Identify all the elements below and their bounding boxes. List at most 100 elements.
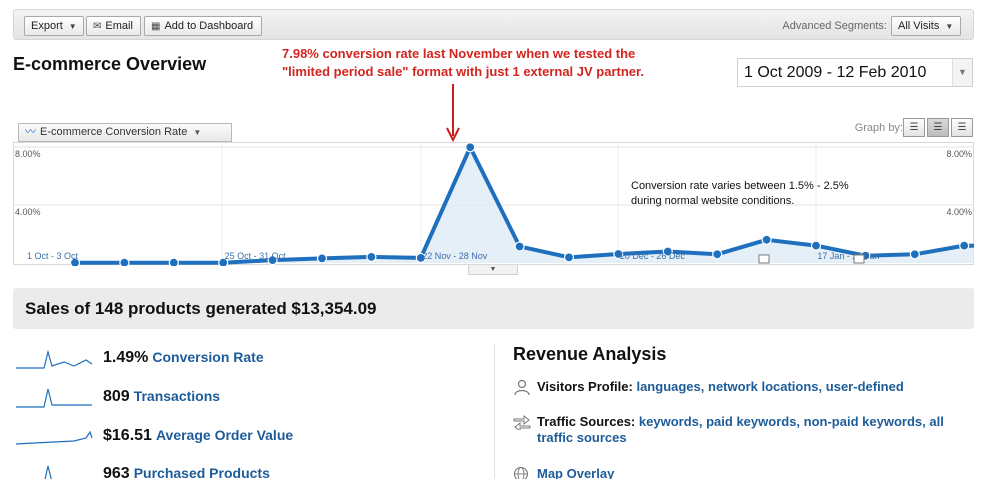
- y-tick-left-top: 8.00%: [15, 149, 41, 159]
- metric-row-purchased-products: 963 Purchased Products: [14, 462, 484, 479]
- date-range-picker[interactable]: 1 Oct 2009 - 12 Feb 2010 ▼: [737, 58, 973, 87]
- graph-by-week-button[interactable]: ☰: [927, 118, 949, 137]
- conversion-rate-link[interactable]: Conversion Rate: [152, 349, 264, 365]
- sales-summary: Sales of 148 products generated $13,354.…: [13, 288, 974, 329]
- data-point[interactable]: [810, 240, 822, 251]
- email-label: Email: [105, 20, 133, 32]
- revenue-analysis-title: Revenue Analysis: [513, 344, 667, 364]
- visitors-profile-row: Visitors Profile: languages, network loc…: [513, 379, 973, 395]
- date-range-value: 1 Oct 2009 - 12 Feb 2010: [744, 64, 927, 81]
- data-point[interactable]: [366, 251, 377, 263]
- graph-by-day-button[interactable]: ☰: [903, 118, 925, 137]
- week-view-icon: ☰: [933, 122, 943, 133]
- x-tick-label: 1 Oct - 3 Oct: [27, 251, 79, 261]
- data-point[interactable]: [69, 257, 81, 266]
- graph-by-label: Graph by:: [854, 122, 903, 134]
- metric-row-conversion-rate: 1.49% Conversion Rate: [14, 346, 484, 372]
- annotation-marker-icon[interactable]: [853, 254, 865, 264]
- data-point[interactable]: [218, 257, 229, 266]
- export-button[interactable]: Export ▼: [24, 16, 84, 36]
- data-point[interactable]: [959, 240, 970, 251]
- data-point[interactable]: [712, 249, 723, 260]
- languages-link[interactable]: languages,: [636, 379, 705, 394]
- sparkline-icon: [15, 430, 93, 445]
- data-point[interactable]: [465, 142, 476, 153]
- chevron-down-icon: ▼: [952, 59, 972, 86]
- x-tick-label: 22 Nov - 28 Nov: [422, 251, 488, 261]
- map-overlay-link[interactable]: Map Overlay: [537, 466, 615, 479]
- metric-value: 963: [103, 465, 130, 479]
- chevron-down-icon: ▼: [193, 128, 202, 137]
- metric-value: $16.51: [103, 427, 152, 444]
- data-point[interactable]: [415, 252, 426, 264]
- collapse-chart-button[interactable]: ▼: [468, 265, 518, 275]
- transactions-link[interactable]: Transactions: [133, 388, 221, 404]
- advanced-segments-label: Advanced Segments:: [782, 20, 887, 32]
- caret-down-icon: ▼: [68, 22, 77, 31]
- metric-selector-label: E-commerce Conversion Rate: [40, 126, 188, 138]
- data-point[interactable]: [662, 246, 673, 257]
- keywords-link[interactable]: keywords,: [638, 414, 703, 429]
- data-point[interactable]: [316, 253, 328, 264]
- report-toolbar: Export ▼ ✉ Email ▦ Add to Dashboard Advance…: [13, 9, 974, 40]
- data-point[interactable]: [168, 257, 179, 266]
- metric-row-average-order-value: $16.51 Average Order Value: [14, 424, 484, 450]
- month-view-icon: ☰: [957, 122, 967, 133]
- segments-value: All Visits: [898, 20, 940, 32]
- y-tick-right-top: 8.00%: [946, 149, 972, 159]
- data-point[interactable]: [613, 248, 624, 260]
- segments-dropdown[interactable]: All Visits ▼: [891, 16, 961, 36]
- purchased-products-link[interactable]: Purchased Products: [133, 465, 270, 479]
- chart-annotation-note: Conversion rate varies between 1.5% - 2.…: [631, 180, 849, 207]
- globe-icon: [513, 466, 529, 479]
- sparkline-icon: [16, 349, 93, 369]
- y-tick-right-mid: 4.00%: [946, 207, 972, 217]
- user-defined-link[interactable]: user-defined: [825, 379, 904, 394]
- export-label: Export: [31, 20, 63, 32]
- traffic-sources-label: Traffic Sources:: [537, 414, 636, 429]
- y-tick-left-mid: 4.00%: [15, 207, 41, 217]
- data-point[interactable]: [514, 241, 525, 252]
- annotation-arrow-icon: [446, 84, 460, 143]
- annotation-marker-icon[interactable]: [758, 254, 770, 264]
- column-divider: [494, 344, 495, 479]
- average-order-value-link[interactable]: Average Order Value: [155, 427, 294, 443]
- data-point[interactable]: [119, 257, 130, 266]
- metric-value: 809: [103, 388, 130, 405]
- x-tick-label: 17 Jan - 23 Jan: [817, 251, 879, 261]
- person-icon: [514, 379, 530, 395]
- sparkline-icon: [44, 465, 52, 479]
- visitors-profile-label: Visitors Profile:: [537, 379, 633, 394]
- traffic-arrows-icon: [513, 414, 531, 430]
- add-to-dashboard-button[interactable]: ▦ Add to Dashboard: [144, 16, 262, 36]
- data-point[interactable]: [563, 252, 575, 263]
- traffic-sources-row: Traffic Sources: keywords, paid keywords…: [513, 414, 973, 446]
- x-tick-label: 20 Dec - 26 Dec: [620, 251, 686, 261]
- day-view-icon: ☰: [909, 122, 919, 133]
- chevron-down-icon: ▼: [945, 22, 954, 31]
- conversion-rate-chart: 1 Oct - 3 Oct 25 Oct - 31 Oct 22 Nov - 28 …: [13, 142, 974, 266]
- sparkline-icon: [16, 388, 92, 408]
- metric-selector[interactable]: 〰 E-commerce Conversion Rate ▼: [18, 123, 232, 142]
- metric-value: 1.49%: [103, 349, 149, 366]
- annotation-text: 7.98% conversion rate last November when…: [282, 46, 644, 79]
- paid-keywords-link[interactable]: paid keywords,: [706, 414, 801, 429]
- data-point[interactable]: [267, 254, 278, 266]
- data-point[interactable]: [761, 234, 772, 245]
- graph-by-month-button[interactable]: ☰: [951, 118, 973, 137]
- chevron-down-icon: ▼: [489, 266, 497, 273]
- dashboard-label: Add to Dashboard: [164, 20, 254, 32]
- email-button[interactable]: ✉ Email: [86, 16, 141, 36]
- page-title: E-commerce Overview: [13, 54, 207, 74]
- series-line: [75, 145, 974, 265]
- all-traffic-sources-link[interactable]: all traffic sources: [537, 414, 944, 445]
- email-icon: ✉: [93, 21, 102, 32]
- metric-row-transactions: 809 Transactions: [14, 385, 484, 411]
- data-point[interactable]: [909, 249, 920, 260]
- x-tick-label: 25 Oct - 31 Oct: [225, 251, 287, 261]
- non-paid-keywords-link[interactable]: non-paid keywords,: [803, 414, 926, 429]
- chart-svg: 1 Oct - 3 Oct 25 Oct - 31 Oct 22 Nov - 28 …: [13, 142, 974, 266]
- dashboard-icon: ▦: [151, 21, 161, 32]
- map-overlay-row: Map Overlay: [513, 466, 973, 479]
- network-locations-link[interactable]: network locations,: [708, 379, 823, 394]
